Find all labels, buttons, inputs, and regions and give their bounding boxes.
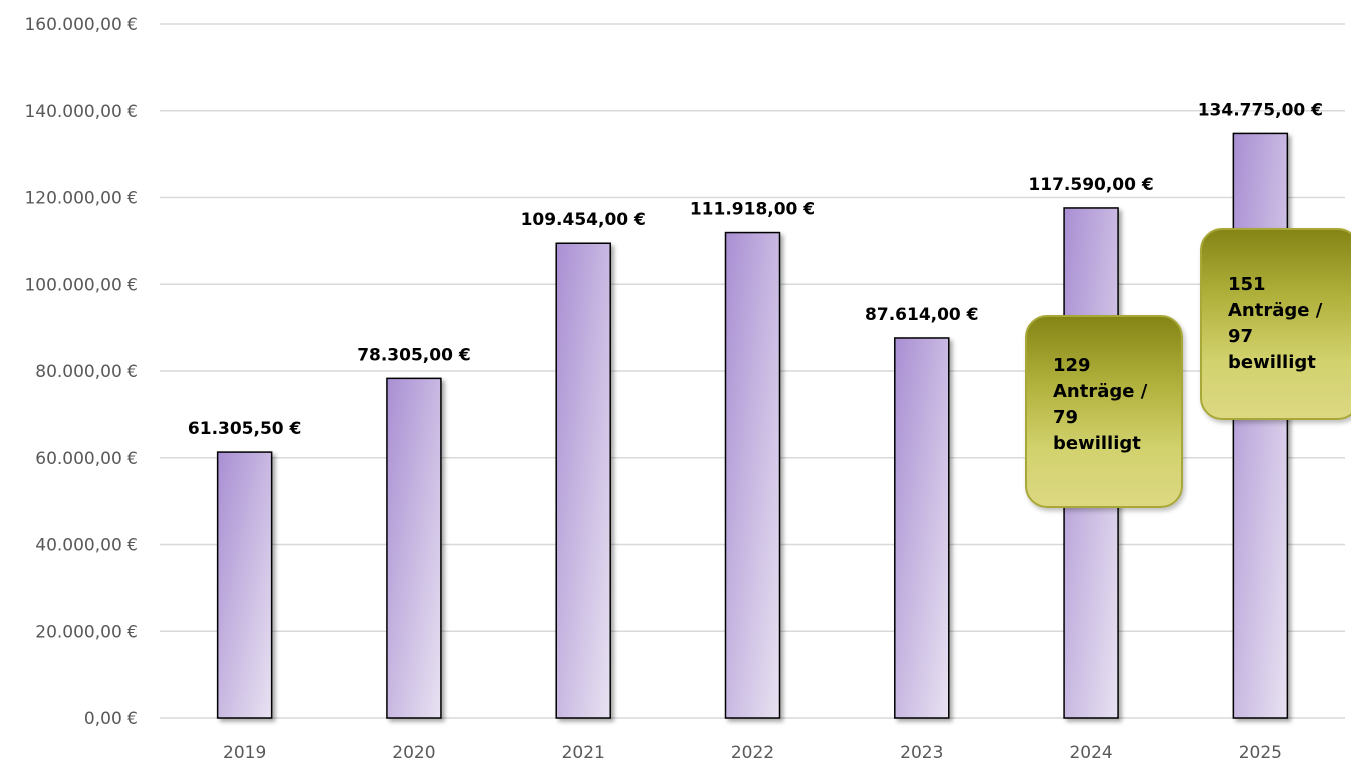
x-axis-tick-labels: 2019 2020 2021 2022 2023 2024 2025	[223, 743, 1282, 763]
y-tick-label: 100.000,00 €	[24, 275, 138, 295]
callout-2025: 151 Anträge / 97 bewilligt	[1200, 228, 1351, 420]
y-tick-label: 0,00 €	[84, 709, 138, 729]
data-label-2021: 109.454,00 €	[521, 210, 646, 230]
x-tick-label: 2025	[1239, 743, 1282, 763]
bar-2021	[555, 242, 611, 719]
bar-2019	[216, 451, 273, 719]
data-label-2020: 78.305,00 €	[357, 345, 470, 365]
data-label-2019: 61.305,50 €	[188, 419, 301, 439]
data-label-2022: 111.918,00 €	[690, 200, 815, 220]
y-tick-label: 80.000,00 €	[35, 362, 138, 382]
data-labels: 61.305,50 € 78.305,00 € 109.454,00 € 111.91…	[188, 100, 1323, 439]
y-tick-label: 140.000,00 €	[24, 102, 138, 122]
bar-2022	[724, 231, 781, 719]
x-tick-label: 2019	[223, 743, 266, 763]
callout-2024: 129 Anträge / 79 bewilligt	[1025, 315, 1183, 508]
y-tick-label: 20.000,00 €	[35, 622, 138, 642]
data-label-2024: 117.590,00 €	[1028, 175, 1153, 195]
x-tick-label: 2023	[900, 743, 943, 763]
x-tick-label: 2020	[392, 743, 435, 763]
y-tick-label: 160.000,00 €	[24, 15, 138, 35]
bar-2023	[894, 337, 950, 719]
y-axis-tick-labels: 0,00 € 20.000,00 € 40.000,00 € 60.000,00 € 8…	[24, 15, 138, 729]
data-label-2023: 87.614,00 €	[865, 305, 978, 325]
bars	[216, 132, 1289, 719]
x-tick-label: 2022	[731, 743, 774, 763]
y-tick-label: 60.000,00 €	[35, 449, 138, 469]
data-label-2025: 134.775,00 €	[1198, 100, 1323, 120]
y-tick-label: 120.000,00 €	[24, 189, 138, 209]
x-tick-label: 2021	[562, 743, 605, 763]
y-tick-label: 40.000,00 €	[35, 536, 138, 556]
bar-2025	[1232, 132, 1289, 719]
bar-2020	[386, 377, 442, 719]
x-tick-label: 2024	[1069, 743, 1112, 763]
